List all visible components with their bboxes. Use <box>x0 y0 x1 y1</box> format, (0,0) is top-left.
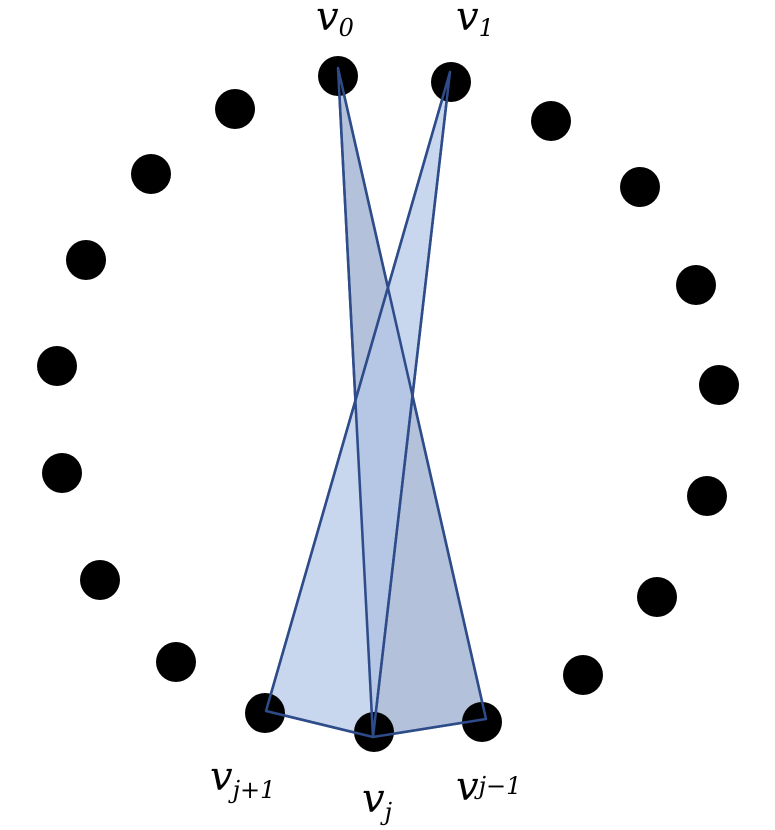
labels-group: v0 v1 vj+1 vj vj−1 <box>210 0 521 826</box>
label-v1: v1 <box>456 0 494 42</box>
triangles-group <box>264 66 488 739</box>
label-vj-minus-1: vj−1 <box>456 764 521 810</box>
vertex <box>156 642 196 682</box>
label-vj: vj <box>362 776 393 826</box>
vertex <box>131 154 171 194</box>
label-v0: v0 <box>316 0 354 42</box>
vertex <box>563 655 603 695</box>
vertices-group <box>37 56 739 752</box>
vertex-vj-plus-1 <box>245 693 285 733</box>
triangle-outline-b <box>264 70 452 739</box>
label-vj-plus-1: vj+1 <box>210 754 275 804</box>
vertex <box>676 265 716 305</box>
vertex <box>42 453 82 493</box>
vertex <box>620 167 660 207</box>
vertex <box>531 101 571 141</box>
vertex-v1 <box>431 62 471 102</box>
vertex <box>637 577 677 617</box>
vertex-vj-minus-1 <box>462 702 502 742</box>
vertex <box>66 240 106 280</box>
vertex <box>215 89 255 129</box>
vertex <box>80 560 120 600</box>
vertex <box>687 476 727 516</box>
triangle-outlines <box>264 66 488 739</box>
vertex <box>37 346 77 386</box>
vertex <box>699 365 739 405</box>
